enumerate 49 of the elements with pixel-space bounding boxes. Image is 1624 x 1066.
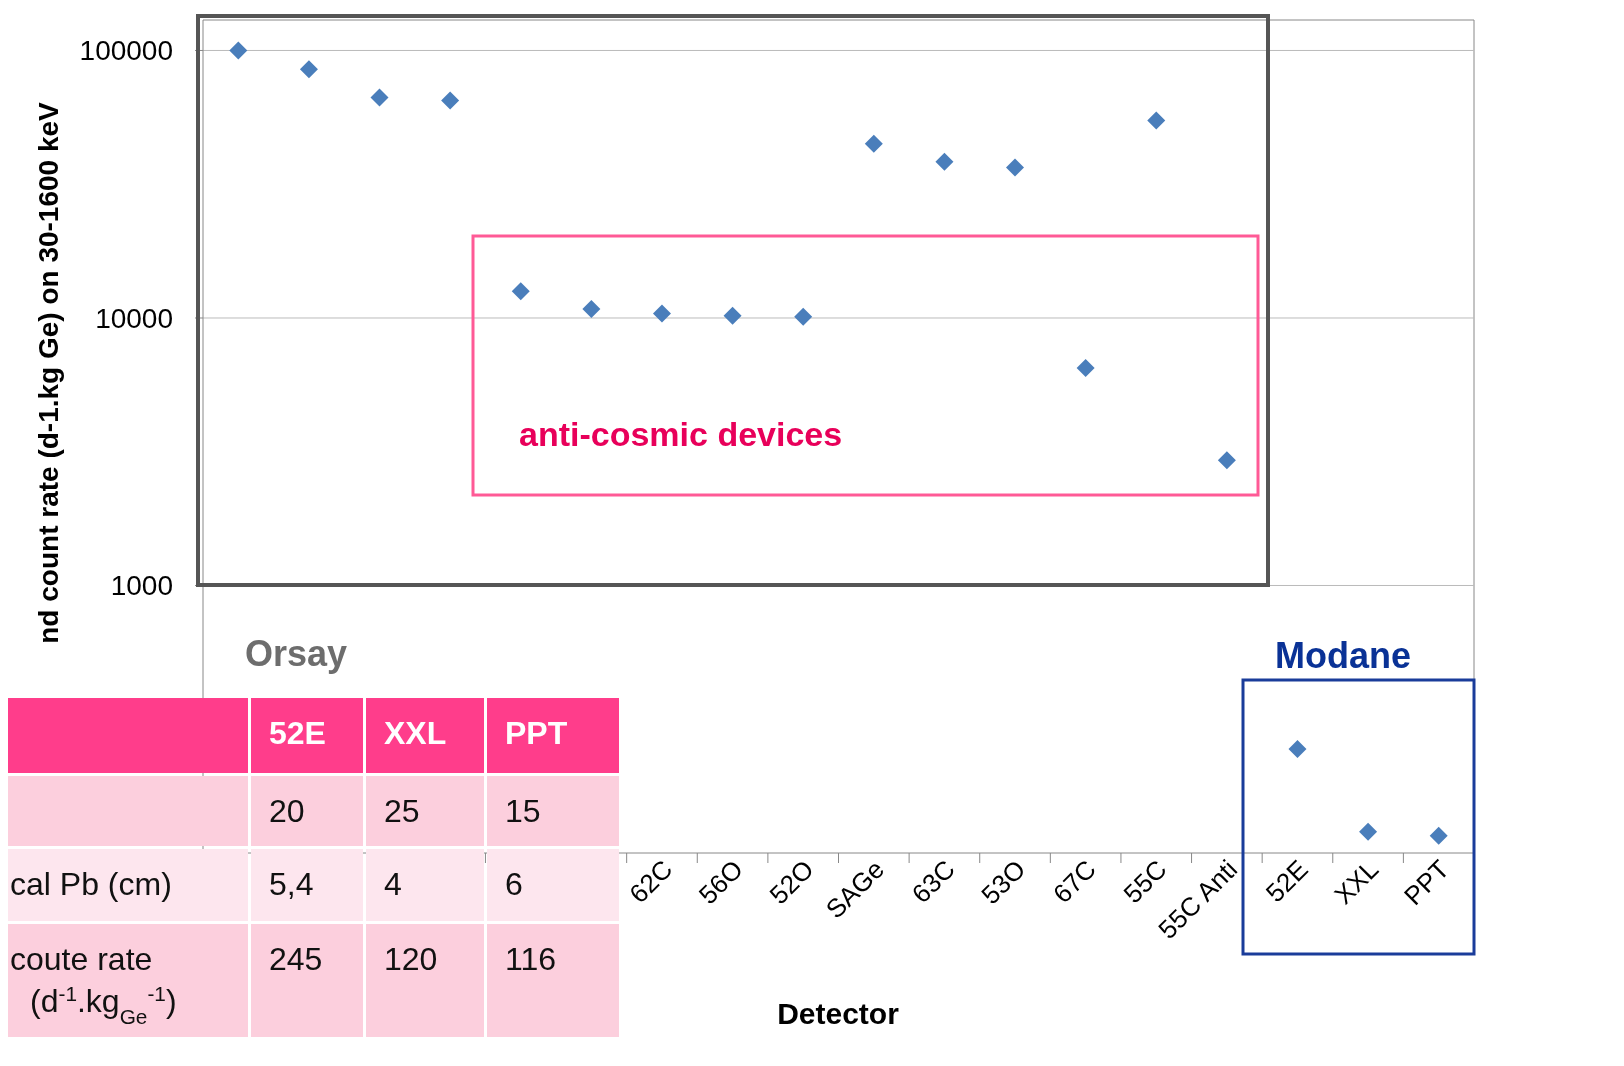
point — [370, 88, 389, 107]
annotation: 25 — [384, 793, 420, 829]
annotation: anti-cosmic devices — [519, 415, 843, 453]
annotation: Orsay — [245, 633, 348, 674]
point — [511, 282, 530, 301]
point — [935, 152, 954, 171]
annotation: 15 — [505, 793, 541, 829]
point — [1147, 111, 1166, 130]
point — [1429, 826, 1448, 845]
x-tick-label: 52O — [763, 854, 820, 910]
point — [1076, 359, 1095, 378]
annotation: 20 — [269, 793, 305, 829]
annotation: XXL — [384, 715, 447, 751]
x-tick-label: 67C — [1046, 854, 1102, 909]
point — [1217, 451, 1236, 470]
point — [1359, 822, 1378, 841]
text: 6 — [505, 866, 523, 902]
text: cal Pb (cm) — [10, 866, 172, 902]
y-tick-label: 100000 — [79, 35, 173, 67]
point — [229, 41, 248, 60]
text: 120 — [384, 941, 438, 977]
y-axis-title: nd count rate (d-1.kg Ge) on 30-1600 keV — [33, 101, 64, 644]
y-tick-label: 1000 — [110, 570, 173, 602]
x-tick-label: 56O — [692, 854, 749, 910]
point — [652, 304, 671, 323]
point — [794, 307, 813, 326]
annotation: 52E — [269, 715, 326, 751]
point — [441, 91, 460, 110]
x-axis-title: Detector — [777, 997, 900, 1030]
point — [582, 300, 601, 319]
point — [1288, 739, 1307, 758]
point — [1006, 158, 1025, 177]
point — [299, 60, 318, 79]
x-tick-label: 62C — [623, 854, 679, 909]
annotation: PPT — [505, 715, 568, 751]
annotation: Modane — [1275, 635, 1412, 676]
point — [723, 306, 742, 325]
x-tick-label: XXL — [1328, 854, 1385, 910]
x-tick-label: 52E — [1259, 854, 1314, 908]
x-tick-label: 53O — [975, 854, 1032, 910]
text: 5,4 — [269, 866, 314, 902]
y-tick-label: 10000 — [95, 302, 173, 334]
text: (d$^{-1}$.kg$_{Ge}$$^{-1}$) — [30, 981, 177, 1028]
text: coute rate — [10, 941, 153, 977]
point — [864, 134, 883, 153]
text: 116 — [505, 941, 557, 977]
text: 4 — [384, 866, 402, 902]
x-tick-label: 63C — [905, 854, 961, 909]
text: 245 — [269, 941, 323, 977]
